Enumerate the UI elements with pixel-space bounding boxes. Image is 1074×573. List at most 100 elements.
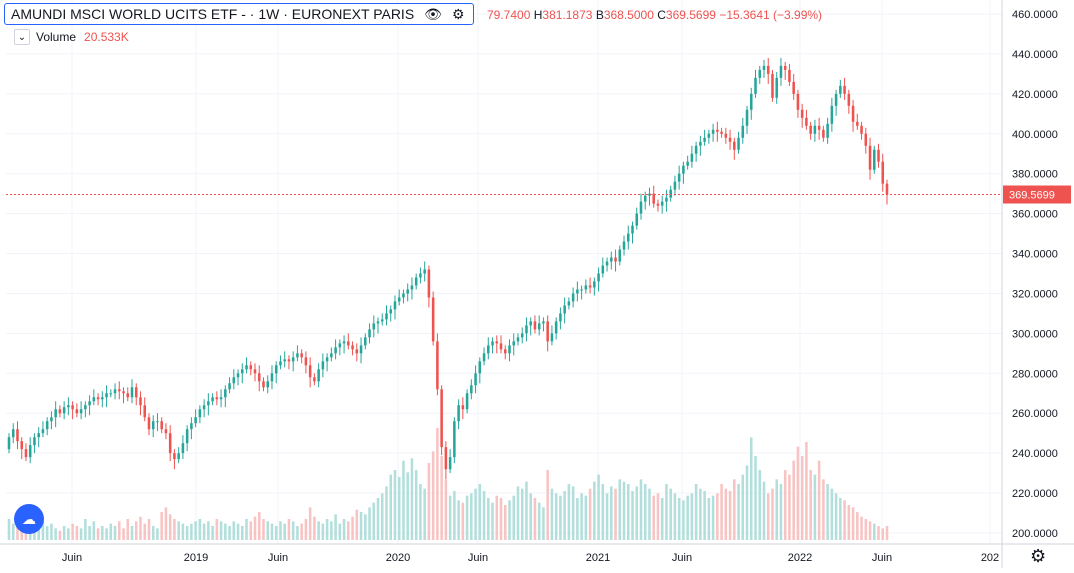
candle — [444, 441, 448, 480]
candle-body — [249, 365, 253, 370]
candle-body — [656, 203, 660, 206]
volume-bar — [487, 498, 490, 540]
volume-bar — [389, 474, 393, 540]
volume-bar — [236, 523, 240, 540]
candle — [762, 59, 766, 78]
time-tick-label: 2021 — [586, 552, 610, 564]
candle-body — [537, 323, 541, 330]
price-tick-label: 220.0000 — [1012, 488, 1058, 500]
candle-body — [143, 405, 147, 418]
candle — [156, 413, 159, 432]
candle — [648, 187, 651, 206]
candle-body — [682, 165, 685, 174]
volume-bar — [584, 495, 588, 540]
candle-body — [482, 353, 486, 362]
candle — [724, 127, 728, 144]
candle-body — [762, 65, 766, 70]
candle — [580, 285, 583, 300]
volume-bar — [351, 516, 354, 540]
candle-body — [270, 373, 274, 382]
candle — [868, 137, 872, 180]
volume-bar — [151, 526, 155, 540]
candle — [385, 305, 388, 326]
volume-bar — [885, 526, 889, 540]
tradingview-logo-icon[interactable]: ☁ — [14, 504, 44, 534]
candle — [457, 399, 460, 430]
volume-bar — [24, 528, 28, 540]
candle — [482, 347, 486, 366]
volume-bar — [758, 470, 762, 540]
candle-body — [453, 421, 456, 458]
candle-body — [105, 393, 108, 398]
volume-bar — [67, 528, 70, 540]
time-tick-label: 2022 — [788, 552, 812, 564]
candle — [703, 129, 706, 146]
candle-body — [567, 301, 571, 306]
volume-bar — [508, 500, 511, 540]
candle — [185, 425, 189, 452]
candle-body — [419, 273, 422, 278]
candle-body — [118, 389, 121, 392]
candle — [788, 63, 791, 86]
volume-bar — [41, 521, 45, 540]
candle-body — [376, 321, 380, 324]
candle-body — [198, 409, 202, 418]
volume-bar — [105, 528, 108, 540]
candle — [839, 79, 842, 98]
candle — [313, 373, 316, 386]
volume-bar — [334, 514, 337, 540]
gear-icon[interactable]: ⚙ — [451, 5, 465, 22]
candle-body — [461, 405, 465, 410]
volume-bar — [79, 528, 83, 540]
volume-bar — [177, 521, 180, 540]
candle-body — [338, 343, 342, 348]
gear-icon[interactable]: ⚙ — [1030, 546, 1047, 566]
candle-body — [7, 437, 11, 450]
candle-body — [423, 269, 426, 274]
candle-body — [788, 69, 791, 82]
candle — [75, 403, 79, 418]
candle-body — [364, 337, 367, 346]
candle — [656, 199, 660, 212]
symbol-label: AMUNDI MSCI WORLD UCITS ETF - · 1W · EUR… — [11, 6, 415, 22]
last-price-label: 369.5699 — [1009, 190, 1055, 202]
candle — [202, 399, 206, 418]
candle — [134, 383, 138, 406]
candle-body — [389, 309, 393, 314]
time-tick-label: Juin — [672, 552, 692, 564]
volume-bar — [860, 516, 863, 540]
candle-body — [699, 141, 702, 146]
candle — [325, 353, 329, 372]
candle — [334, 339, 337, 360]
volume-bar — [728, 491, 732, 540]
candle — [431, 291, 435, 346]
candle-body — [584, 285, 588, 290]
volume-bar — [453, 491, 456, 540]
candle-body — [202, 405, 206, 410]
candle-body — [194, 417, 197, 424]
volume-bar — [436, 428, 439, 540]
candle — [775, 71, 778, 104]
candle-body — [397, 297, 401, 302]
volume-bar — [682, 500, 685, 540]
candle — [308, 357, 312, 388]
volume-bar — [241, 526, 244, 540]
volume-bar — [826, 484, 829, 540]
volume-bar — [796, 446, 800, 540]
time-tick-label: 2020 — [386, 552, 410, 564]
candle — [33, 433, 36, 454]
volume-bar — [851, 507, 855, 540]
candle-body — [342, 341, 346, 344]
chevron-down-icon[interactable]: ⌄ — [14, 29, 30, 45]
candle-body — [164, 429, 168, 434]
candle-body — [33, 437, 36, 446]
candle — [364, 333, 367, 350]
eye-icon[interactable]: 👁 — [424, 5, 442, 22]
symbol-title[interactable]: AMUNDI MSCI WORLD UCITS ETF - · 1W · EUR… — [4, 3, 474, 25]
candle-body — [385, 313, 388, 320]
candle — [24, 443, 28, 462]
volume-bar — [830, 488, 834, 540]
volume-bar — [92, 521, 96, 540]
